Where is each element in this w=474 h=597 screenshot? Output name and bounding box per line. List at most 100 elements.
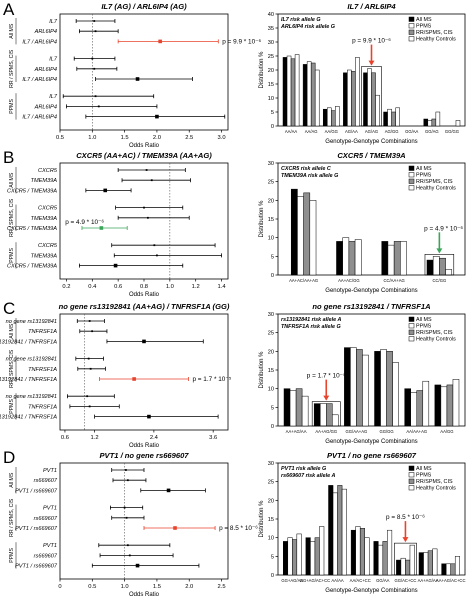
- legend-label: Healthy Controls: [416, 186, 456, 192]
- bar: [445, 563, 451, 576]
- forest-title: no gene rs13192841 (AA+AG) / TNFRSF1A (G…: [59, 302, 230, 311]
- category-label: AA+AC/GG: [338, 278, 360, 283]
- y-tick-label: 30: [268, 161, 274, 167]
- legend-swatch: [408, 316, 415, 322]
- row-label: IL7 / ARL6IP4: [22, 39, 57, 45]
- row-label: PVT1: [43, 468, 57, 474]
- x-tick-label: 0.5: [88, 584, 96, 590]
- bar: [416, 390, 424, 427]
- bar: [348, 241, 356, 276]
- x-tick-label: 0: [58, 584, 61, 590]
- category-label: AG/AA: [345, 129, 358, 134]
- legend-swatch: [408, 178, 415, 184]
- risk-allele-note: ARL6IP4 risk allele G: [280, 24, 336, 30]
- bar: [355, 57, 360, 127]
- bar: [375, 94, 380, 127]
- bar: [302, 64, 308, 127]
- odds-ratio-marker: [153, 244, 156, 247]
- bar: [347, 69, 352, 127]
- group-label: RR / SPMS, CIS: [9, 49, 15, 88]
- bar: [354, 239, 362, 276]
- legend-swatch: [408, 485, 415, 491]
- bar: [374, 351, 381, 427]
- row-label: IL7 / ARL6IP4: [22, 115, 57, 121]
- forest-title: PVT1 / no gene rs669607: [99, 451, 189, 460]
- bar: [440, 386, 448, 427]
- row-label: TMEM39A: [31, 178, 58, 184]
- category-label: GG/AA: [405, 129, 418, 134]
- arrow-head: [368, 60, 375, 66]
- row-label: PVT1: [43, 543, 57, 549]
- odds-ratio-marker: [93, 20, 96, 22]
- bar: [364, 537, 370, 576]
- bar-chart-a: IL7 / ARL6IP4 0 5 10 15 20 25 30 35 40 Distributio…: [259, 2, 466, 145]
- bar: [319, 403, 327, 427]
- p-value-annotation: p = 1.7 * 10⁻⁵: [192, 376, 231, 383]
- category-label: GG/GG: [445, 129, 459, 134]
- y-tick-label: 0: [271, 424, 274, 430]
- bar: [393, 241, 401, 276]
- group-label: PPMS: [9, 399, 15, 414]
- bar: [427, 550, 433, 576]
- odds-ratio-marker: [93, 67, 96, 70]
- y-tick-label: 15: [268, 368, 274, 374]
- odds-ratio-marker: [150, 179, 153, 182]
- bar: [332, 414, 339, 427]
- bar: [359, 528, 365, 576]
- bar: [423, 552, 429, 576]
- row-label: PVT1 / rs669607: [15, 488, 58, 494]
- bar: [313, 403, 321, 427]
- bar: [331, 110, 336, 127]
- bar: [392, 362, 399, 427]
- odds-ratio-marker: [132, 377, 136, 381]
- risk-allele-note: rs669607 risk allele A: [281, 473, 335, 479]
- y-tick-label: 0: [271, 273, 274, 279]
- bar: [344, 347, 351, 427]
- row-label: IL7: [49, 57, 58, 63]
- bar: [434, 384, 442, 427]
- group-label: All MS: [9, 472, 15, 488]
- bar-chart-d: PVT1 / no gene rs669607 0 5 10 15 20 25 30 Distr…: [259, 451, 465, 594]
- risk-allele-note: rs13192841 risk allele A: [281, 317, 341, 323]
- x-tick-label: 1.2: [91, 435, 99, 441]
- odds-ratio-marker: [94, 95, 97, 98]
- row-label: no gene rs13192841: [6, 319, 57, 325]
- bar: [446, 384, 454, 427]
- legend-label: RR/SPMS, CIS: [416, 479, 453, 485]
- bar: [303, 192, 311, 276]
- bar: [373, 541, 379, 576]
- bar: [432, 548, 438, 576]
- category-label: AA/AG: [305, 129, 318, 134]
- category-label: AA/AC+CC: [350, 578, 371, 583]
- panel-letter-c: C: [3, 299, 16, 318]
- legend-swatch: [408, 478, 415, 484]
- y-tick-label: 25: [268, 331, 274, 337]
- bar: [286, 55, 292, 127]
- y-tick-label: 10: [268, 387, 274, 393]
- legend-label: All MS: [416, 466, 432, 472]
- bar: [322, 108, 328, 127]
- category-label: AA/AA: [331, 578, 344, 583]
- highlight-box: [361, 66, 382, 127]
- bar-title: CXCR5 / TMEM39A: [337, 151, 405, 160]
- forest-plot-a: IL7 (AG) / ARL6IP4 (AG) 0.5 1.0 1.5 2.0 2.5 3.…: [9, 2, 262, 149]
- bar: [422, 380, 430, 427]
- bar: [387, 108, 392, 127]
- odds-ratio-marker: [88, 320, 91, 322]
- bar: [290, 58, 296, 127]
- legend-swatch: [408, 172, 415, 178]
- x-axis-label: Genotype-Genotype Combinations: [325, 288, 417, 294]
- group-label: All MS: [9, 23, 15, 39]
- bar: [351, 71, 356, 127]
- y-tick-label: 40: [268, 12, 274, 18]
- bar: [287, 537, 293, 576]
- forest-frame: [59, 462, 229, 580]
- row-label: TNFRSF1A: [28, 329, 57, 335]
- p-value-annotation: p = 8.5 * 10⁻⁶: [386, 514, 425, 521]
- y-tick-label: 25: [268, 54, 274, 60]
- p-value-annotation: p = 4.9 * 10⁻⁶: [424, 225, 463, 232]
- y-tick-label: 5: [271, 405, 274, 411]
- bar: [355, 526, 361, 576]
- x-axis-label: Odds Ratio: [129, 292, 160, 298]
